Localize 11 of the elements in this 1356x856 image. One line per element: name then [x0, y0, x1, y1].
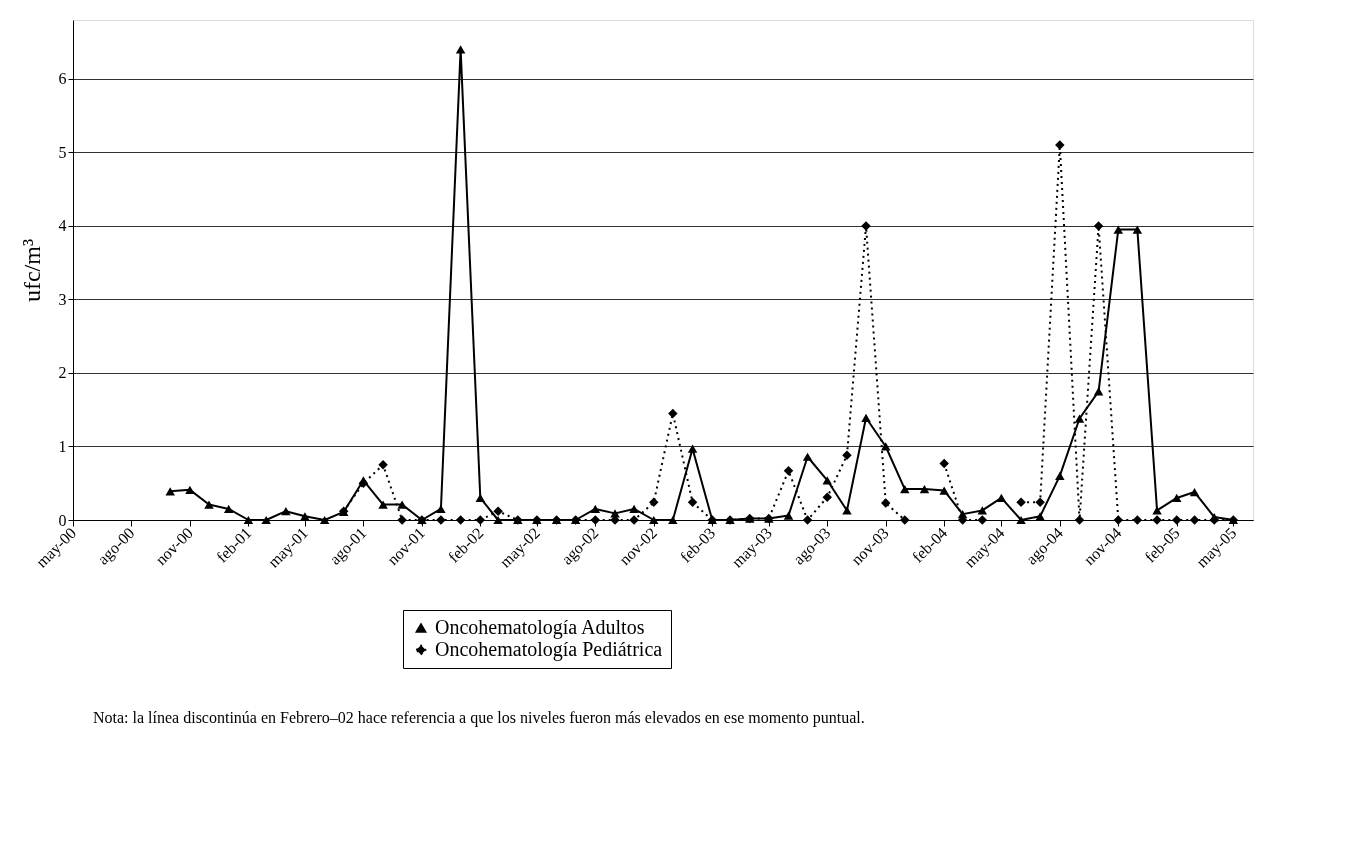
y-axis-title: ufc/m³ [18, 238, 45, 303]
y-tick-label: 5 [58, 143, 67, 161]
legend-label: Oncohematología Adultos [435, 616, 645, 639]
y-tick-label: 1 [58, 437, 67, 455]
y-tick-label: 6 [58, 70, 67, 88]
y-tick-label: 3 [58, 290, 67, 308]
text: Nota: la línea discontinúa en Febrero–02 hace referencia a que los niveles fueron más elevados en ese momento puntual. [93, 709, 865, 727]
legend-label: Oncohematología Pediátrica [435, 638, 663, 661]
y-tick-label: 2 [58, 364, 67, 382]
y-tick-label: 0 [58, 511, 67, 529]
y-tick-label: 4 [58, 217, 67, 235]
